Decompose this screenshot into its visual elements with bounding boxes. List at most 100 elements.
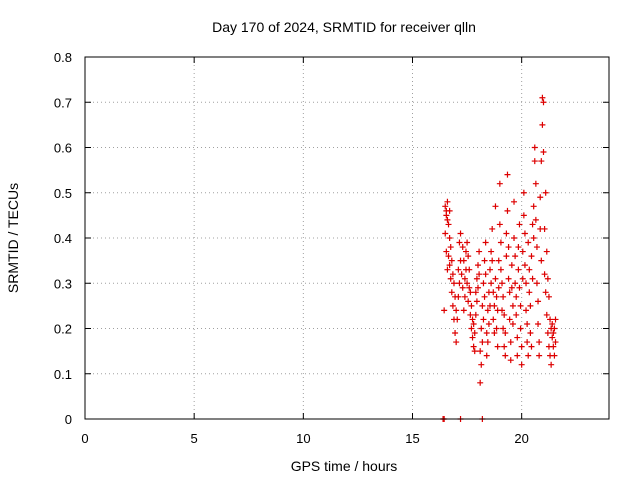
data-point <box>467 311 474 318</box>
data-point <box>456 239 463 246</box>
data-point <box>452 330 459 337</box>
data-point <box>467 289 474 296</box>
data-point <box>469 316 476 323</box>
data-point <box>530 203 537 210</box>
data-point <box>466 284 473 291</box>
y-tick-label: 0.7 <box>54 95 72 110</box>
data-point <box>468 302 475 309</box>
data-point <box>490 316 497 323</box>
data-point <box>549 320 556 327</box>
data-point <box>466 266 473 273</box>
data-point <box>447 275 454 282</box>
data-point <box>471 348 478 355</box>
data-point <box>545 293 552 300</box>
data-point <box>550 330 557 337</box>
data-point <box>492 275 499 282</box>
data-point <box>449 302 456 309</box>
data-point <box>512 253 519 260</box>
data-point <box>535 298 542 305</box>
data-point <box>526 266 533 273</box>
data-point <box>472 311 479 318</box>
data-point <box>488 248 495 255</box>
x-tick-label: 20 <box>514 431 528 446</box>
data-point <box>533 244 540 251</box>
data-point <box>523 280 530 287</box>
data-point <box>537 194 544 201</box>
data-point <box>519 248 526 255</box>
data-point <box>448 257 455 264</box>
data-point <box>513 293 520 300</box>
data-point <box>473 275 480 282</box>
data-point <box>481 257 488 264</box>
data-point <box>464 239 471 246</box>
data-point <box>497 239 504 246</box>
data-point <box>488 280 495 287</box>
data-point <box>524 320 531 327</box>
data-point <box>504 171 511 178</box>
data-point <box>462 248 469 255</box>
data-point <box>473 298 480 305</box>
data-point <box>509 320 516 327</box>
data-point <box>521 230 528 237</box>
data-point <box>542 189 549 196</box>
x-tick-label: 0 <box>81 431 88 446</box>
data-point <box>455 293 462 300</box>
chart-title: Day 170 of 2024, SRMTID for receiver qll… <box>212 19 476 35</box>
data-point <box>516 221 523 228</box>
data-point <box>447 244 454 251</box>
y-tick-label: 0 <box>65 412 72 427</box>
data-point <box>444 198 451 205</box>
data-point <box>530 235 537 241</box>
data-point <box>503 230 510 237</box>
data-point <box>532 180 539 187</box>
data-point <box>444 266 451 273</box>
data-point <box>495 257 502 264</box>
data-point <box>448 289 455 296</box>
data-point <box>480 316 487 323</box>
grid-lines <box>85 57 609 419</box>
data-point <box>489 257 496 264</box>
data-point <box>495 284 502 291</box>
data-point <box>511 198 518 205</box>
data-point <box>520 189 527 196</box>
data-point <box>544 330 551 337</box>
data-point <box>506 289 513 296</box>
y-tick-label: 0.8 <box>54 50 72 65</box>
data-point <box>472 289 479 296</box>
data-point <box>540 99 547 106</box>
data-point <box>499 280 506 287</box>
data-point <box>461 275 468 282</box>
data-point <box>502 352 509 359</box>
data-point <box>540 149 547 156</box>
data-point <box>476 248 483 255</box>
data-point <box>533 280 540 287</box>
data-point <box>518 361 525 368</box>
data-point <box>531 144 538 151</box>
data-point <box>476 271 483 278</box>
data-point <box>511 235 518 241</box>
data-point <box>456 280 463 287</box>
data-point <box>527 330 534 337</box>
axis-ticks <box>84 56 609 420</box>
data-point <box>475 262 481 269</box>
y-tick-label: 0.1 <box>54 367 72 382</box>
data-point <box>504 207 511 214</box>
data-point <box>552 339 559 346</box>
data-point <box>446 262 453 269</box>
data-point <box>551 352 558 359</box>
data-point <box>496 180 503 187</box>
data-point <box>500 293 507 300</box>
data-point <box>480 280 487 287</box>
data-points <box>440 94 559 422</box>
y-tick-label: 0.3 <box>54 276 72 291</box>
data-point <box>477 379 484 386</box>
data-point <box>543 311 550 318</box>
data-point <box>465 298 472 305</box>
data-point <box>458 271 465 278</box>
axis-tick-labels: 0 5 10 15 20 0 0.1 0.2 0.3 0.4 0.5 0.6 0.7 0.8 <box>54 50 529 446</box>
y-axis-label: SRMTID / TECUs <box>5 183 21 293</box>
data-point <box>502 330 509 337</box>
data-point <box>539 94 546 101</box>
data-point <box>484 307 491 314</box>
